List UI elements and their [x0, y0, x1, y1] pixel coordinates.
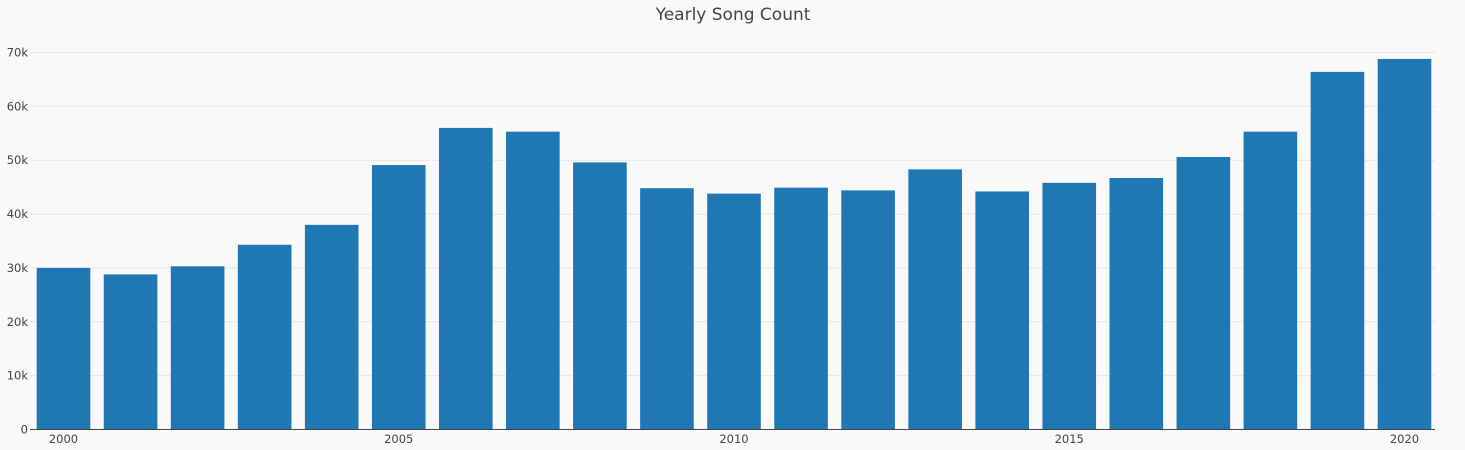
bar	[640, 188, 694, 430]
bar	[573, 162, 627, 430]
bar	[36, 267, 91, 430]
y-tick-label: 30k	[7, 261, 29, 275]
bar	[841, 190, 895, 430]
y-tick-label: 70k	[7, 46, 29, 60]
y-tick-label: 10k	[7, 369, 29, 383]
bar	[1310, 71, 1365, 430]
y-tick-label: 60k	[7, 99, 29, 113]
y-tick-label: 40k	[7, 207, 29, 221]
bar	[1109, 177, 1164, 430]
bar	[1377, 58, 1432, 430]
x-tick-label: 2020	[1390, 432, 1419, 446]
x-tick-label: 2005	[384, 432, 413, 446]
bar	[506, 131, 560, 430]
bar	[237, 244, 292, 430]
bar	[103, 274, 158, 430]
bar	[304, 224, 359, 430]
bar	[707, 193, 761, 430]
y-tick-label: 20k	[7, 315, 29, 329]
bar	[439, 127, 493, 430]
y-tick-label: 0	[21, 423, 28, 437]
bar	[170, 266, 225, 430]
bar	[908, 169, 962, 430]
y-axis-ticks: 0 10k 20k 30k 40k 50k 60k 70k	[7, 46, 29, 437]
bar	[371, 165, 426, 430]
x-tick-label: 2000	[49, 432, 78, 446]
chart-title: Yearly Song Count	[655, 5, 811, 25]
bar	[1042, 182, 1097, 430]
bar	[1176, 156, 1231, 430]
x-tick-label: 2010	[719, 432, 748, 446]
x-tick-label: 2015	[1055, 432, 1084, 446]
bar	[975, 191, 1029, 430]
bars	[36, 58, 1432, 430]
bar	[1243, 131, 1298, 430]
x-axis-ticks: 2000 2005 2010 2015 2020	[49, 432, 1419, 446]
y-tick-label: 50k	[7, 153, 29, 167]
bar	[774, 187, 828, 430]
